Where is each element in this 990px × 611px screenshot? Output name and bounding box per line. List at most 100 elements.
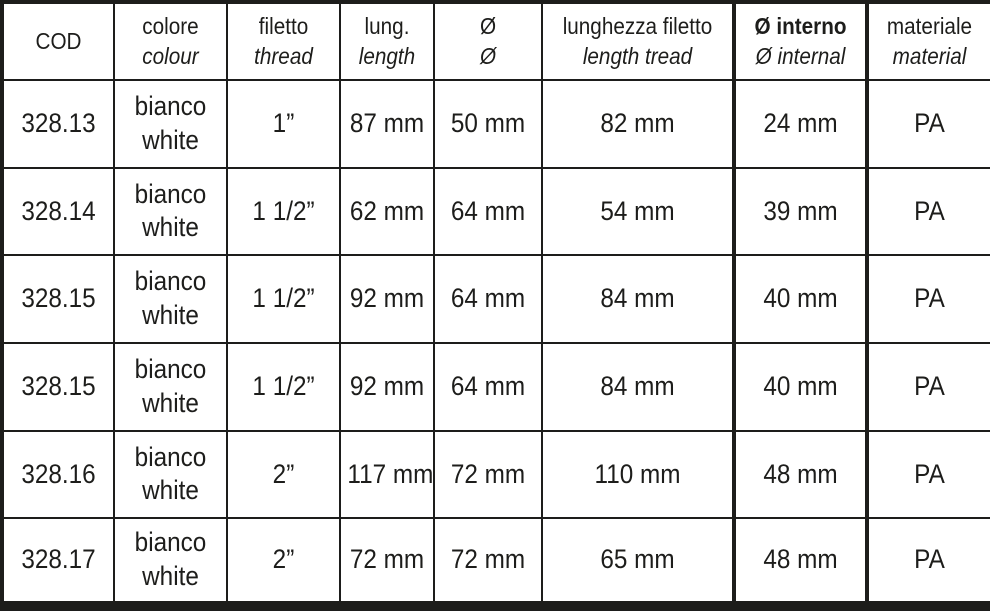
cell-cod: 328.14 bbox=[1, 166, 115, 257]
table-header: COD colore colour filetto thread lung. l… bbox=[1, 1, 990, 81]
header-label-length-it: lung. bbox=[364, 12, 410, 39]
material-value: PA bbox=[914, 283, 945, 314]
cell-colour: bianco white bbox=[113, 166, 228, 257]
thread-length-value: 82 mm bbox=[600, 107, 675, 138]
header-label-diameter-it: Ø bbox=[479, 12, 497, 39]
cell-material: PA bbox=[866, 517, 990, 607]
header-label-colour-it: colore bbox=[142, 12, 199, 39]
cell-material: PA bbox=[866, 341, 990, 432]
thread-value: 2” bbox=[272, 458, 295, 489]
internal-diameter-value: 48 mm bbox=[763, 458, 838, 489]
colour-value-en: white bbox=[142, 561, 199, 592]
cell-material: PA bbox=[866, 166, 990, 257]
table-body: 328.13 bianco white 1” 87 mm 50 mm 82 mm… bbox=[1, 79, 990, 607]
table-row: 328.14 bianco white 1 1/2” 62 mm 64 mm 5… bbox=[1, 166, 990, 257]
cell-length: 92 mm bbox=[339, 254, 435, 344]
cell-material: PA bbox=[866, 79, 990, 169]
header-cell-colour: colore colour bbox=[113, 1, 228, 81]
length-value: 117 mm bbox=[347, 458, 434, 489]
cell-thread-length: 84 mm bbox=[541, 341, 735, 432]
cell-cod: 328.17 bbox=[1, 517, 115, 607]
cell-cod: 328.16 bbox=[1, 429, 115, 520]
cell-cod: 328.15 bbox=[1, 254, 115, 344]
diameter-value: 64 mm bbox=[450, 283, 526, 314]
cell-colour: bianco white bbox=[113, 429, 228, 520]
diameter-value: 64 mm bbox=[450, 195, 526, 226]
cell-thread-length: 65 mm bbox=[541, 517, 735, 607]
length-value: 92 mm bbox=[349, 283, 425, 314]
header-cell-length: lung. length bbox=[339, 1, 435, 81]
cell-length: 92 mm bbox=[339, 341, 435, 432]
cell-thread: 1” bbox=[226, 79, 341, 169]
colour-value-en: white bbox=[142, 475, 199, 506]
colour-value-it: bianco bbox=[134, 354, 207, 385]
colour-value-en: white bbox=[142, 387, 199, 418]
diameter-value: 72 mm bbox=[450, 458, 526, 489]
colour-value-it: bianco bbox=[134, 178, 207, 209]
thread-length-value: 65 mm bbox=[600, 544, 675, 575]
header-label-cod: COD bbox=[35, 27, 82, 54]
material-value: PA bbox=[914, 107, 945, 138]
cod-value: 328.14 bbox=[21, 195, 96, 226]
cell-internal-diameter: 48 mm bbox=[732, 517, 869, 607]
colour-value-en: white bbox=[142, 212, 199, 243]
cell-diameter: 64 mm bbox=[433, 341, 543, 432]
header-label-thread-en: thread bbox=[254, 42, 313, 69]
cell-colour: bianco white bbox=[113, 341, 228, 432]
thread-value: 1 1/2” bbox=[252, 370, 315, 401]
length-value: 87 mm bbox=[349, 107, 425, 138]
cell-thread-length: 54 mm bbox=[541, 166, 735, 257]
header-label-thread-it: filetto bbox=[258, 12, 309, 39]
cell-diameter: 64 mm bbox=[433, 254, 543, 344]
cell-colour: bianco white bbox=[113, 79, 228, 169]
material-value: PA bbox=[914, 195, 945, 226]
cell-diameter: 50 mm bbox=[433, 79, 543, 169]
cell-internal-diameter: 48 mm bbox=[732, 429, 869, 520]
colour-value-it: bianco bbox=[134, 266, 207, 297]
cell-thread: 1 1/2” bbox=[226, 341, 341, 432]
material-value: PA bbox=[914, 544, 945, 575]
cod-value: 328.15 bbox=[21, 370, 96, 401]
length-value: 92 mm bbox=[349, 370, 425, 401]
colour-value-en: white bbox=[142, 300, 199, 331]
header-row: COD colore colour filetto thread lung. l… bbox=[1, 1, 990, 81]
colour-value-it: bianco bbox=[134, 441, 207, 472]
cell-thread-length: 82 mm bbox=[541, 79, 735, 169]
table-row: 328.15 bianco white 1 1/2” 92 mm 64 mm 8… bbox=[1, 341, 990, 432]
cell-material: PA bbox=[866, 429, 990, 520]
cell-internal-diameter: 39 mm bbox=[732, 166, 869, 257]
material-value: PA bbox=[914, 458, 945, 489]
cell-material: PA bbox=[866, 254, 990, 344]
cod-value: 328.17 bbox=[21, 544, 96, 575]
thread-length-value: 54 mm bbox=[600, 195, 675, 226]
thread-value: 1 1/2” bbox=[252, 195, 315, 226]
cell-diameter: 64 mm bbox=[433, 166, 543, 257]
header-label-material-en: material bbox=[892, 42, 967, 69]
cell-internal-diameter: 40 mm bbox=[732, 341, 869, 432]
cell-internal-diameter: 40 mm bbox=[732, 254, 869, 344]
cod-value: 328.13 bbox=[21, 107, 96, 138]
header-cell-thread: filetto thread bbox=[226, 1, 341, 81]
cod-value: 328.15 bbox=[21, 283, 96, 314]
header-cell-thread-length: lunghezza filetto length tread bbox=[541, 1, 735, 81]
header-cell-diameter: Ø Ø bbox=[433, 1, 543, 81]
cell-diameter: 72 mm bbox=[433, 517, 543, 607]
colour-value-it: bianco bbox=[134, 527, 207, 558]
cell-length: 87 mm bbox=[339, 79, 435, 169]
header-label-internal-diameter-it: Ø interno bbox=[754, 12, 847, 39]
header-cell-material: materiale material bbox=[866, 1, 990, 81]
table-row: 328.15 bianco white 1 1/2” 92 mm 64 mm 8… bbox=[1, 254, 990, 344]
material-value: PA bbox=[914, 370, 945, 401]
cell-cod: 328.15 bbox=[1, 341, 115, 432]
cell-internal-diameter: 24 mm bbox=[732, 79, 869, 169]
internal-diameter-value: 39 mm bbox=[763, 195, 838, 226]
table-row: 328.17 bianco white 2” 72 mm 72 mm 65 mm… bbox=[1, 517, 990, 607]
cod-value: 328.16 bbox=[21, 458, 96, 489]
thread-value: 2” bbox=[272, 544, 295, 575]
diameter-value: 72 mm bbox=[450, 544, 526, 575]
internal-diameter-value: 48 mm bbox=[763, 544, 838, 575]
thread-length-value: 110 mm bbox=[594, 458, 681, 489]
table-row: 328.16 bianco white 2” 117 mm 72 mm 110 … bbox=[1, 429, 990, 520]
